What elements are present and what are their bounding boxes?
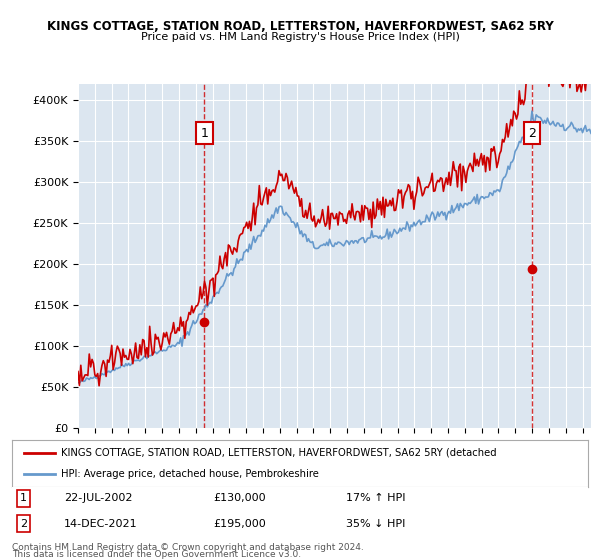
Text: 2: 2 [528,127,536,139]
Text: £130,000: £130,000 [214,493,266,503]
Text: KINGS COTTAGE, STATION ROAD, LETTERSTON, HAVERFORDWEST, SA62 5RY (detached: KINGS COTTAGE, STATION ROAD, LETTERSTON,… [61,448,497,458]
Text: 2: 2 [20,519,27,529]
Text: 35% ↓ HPI: 35% ↓ HPI [346,519,406,529]
Text: KINGS COTTAGE, STATION ROAD, LETTERSTON, HAVERFORDWEST, SA62 5RY: KINGS COTTAGE, STATION ROAD, LETTERSTON,… [47,20,553,32]
Text: 17% ↑ HPI: 17% ↑ HPI [346,493,406,503]
Text: 22-JUL-2002: 22-JUL-2002 [64,493,133,503]
Text: 1: 1 [20,493,27,503]
Text: 14-DEC-2021: 14-DEC-2021 [64,519,137,529]
Text: This data is licensed under the Open Government Licence v3.0.: This data is licensed under the Open Gov… [12,550,301,559]
Text: Contains HM Land Registry data © Crown copyright and database right 2024.: Contains HM Land Registry data © Crown c… [12,543,364,552]
Text: Price paid vs. HM Land Registry's House Price Index (HPI): Price paid vs. HM Land Registry's House … [140,32,460,43]
Text: £195,000: £195,000 [214,519,266,529]
Text: HPI: Average price, detached house, Pembrokeshire: HPI: Average price, detached house, Pemb… [61,469,319,479]
Text: 1: 1 [200,127,208,139]
